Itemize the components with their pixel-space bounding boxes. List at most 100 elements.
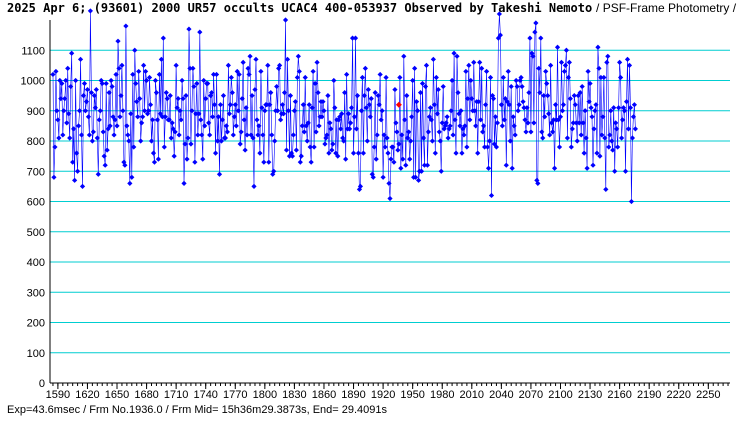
data-point xyxy=(307,144,313,150)
data-point xyxy=(622,168,629,174)
data-point xyxy=(319,114,325,120)
x-tick-label: 1830 xyxy=(282,389,306,400)
data-point xyxy=(180,96,186,102)
data-point xyxy=(206,120,212,126)
data-point xyxy=(570,120,576,126)
data-point xyxy=(344,71,350,78)
data-point xyxy=(402,117,408,123)
data-point xyxy=(387,195,393,202)
data-point xyxy=(405,135,411,141)
data-point xyxy=(149,117,156,123)
data-point xyxy=(424,162,431,168)
data-point xyxy=(228,74,234,81)
data-point xyxy=(95,171,101,177)
data-point xyxy=(51,174,57,180)
data-point xyxy=(479,65,485,71)
data-point xyxy=(555,117,562,123)
data-point xyxy=(399,132,405,138)
data-point xyxy=(274,83,280,90)
data-point xyxy=(179,77,185,84)
data-point xyxy=(595,44,601,50)
data-point xyxy=(624,56,631,62)
data-point xyxy=(605,53,611,59)
data-point xyxy=(547,132,553,138)
data-point xyxy=(266,159,272,165)
data-point xyxy=(506,102,512,108)
x-tick-label: 1950 xyxy=(400,389,424,400)
data-point xyxy=(498,102,504,108)
data-point xyxy=(347,120,354,126)
data-point xyxy=(367,114,373,120)
data-point xyxy=(586,99,592,105)
data-point xyxy=(57,77,63,84)
data-point xyxy=(142,108,148,114)
data-point xyxy=(83,99,90,105)
data-point xyxy=(370,174,376,180)
data-point xyxy=(543,68,549,75)
y-tick-label: 800 xyxy=(27,136,45,148)
data-point xyxy=(289,153,296,159)
data-point xyxy=(302,74,308,81)
data-point xyxy=(214,138,221,144)
data-point xyxy=(589,114,595,120)
data-point xyxy=(224,129,230,135)
x-tick-label: 2010 xyxy=(460,389,484,400)
data-point xyxy=(616,105,622,111)
data-point xyxy=(613,120,619,126)
data-point xyxy=(135,114,141,120)
data-point xyxy=(246,71,252,78)
data-point xyxy=(109,83,115,90)
data-point xyxy=(358,108,365,114)
data-point xyxy=(327,120,333,126)
data-point xyxy=(481,123,487,129)
data-point xyxy=(431,102,437,108)
data-point xyxy=(428,117,434,123)
data-point xyxy=(253,56,259,62)
data-point xyxy=(392,86,398,93)
data-point xyxy=(162,114,168,120)
data-point xyxy=(85,114,92,120)
x-tick-label: 1860 xyxy=(312,389,336,400)
data-point xyxy=(77,56,84,62)
data-point xyxy=(141,62,147,68)
data-point xyxy=(603,186,609,192)
data-point xyxy=(576,120,582,126)
data-point xyxy=(163,90,169,96)
data-point xyxy=(209,90,215,96)
data-point xyxy=(68,83,74,90)
data-point xyxy=(614,126,620,132)
data-point xyxy=(207,132,213,138)
data-point xyxy=(357,183,364,189)
data-point xyxy=(394,129,400,135)
data-point xyxy=(99,80,105,87)
data-point xyxy=(488,192,495,199)
data-point xyxy=(189,108,195,114)
data-point xyxy=(390,144,396,150)
data-point xyxy=(500,74,506,81)
data-point xyxy=(601,74,607,81)
data-point xyxy=(94,135,100,141)
data-point xyxy=(349,35,356,41)
data-point xyxy=(435,86,441,93)
data-point xyxy=(602,135,608,141)
data-point xyxy=(550,117,557,123)
data-point xyxy=(297,159,303,165)
data-point xyxy=(599,132,605,138)
data-point xyxy=(174,105,180,111)
data-point xyxy=(561,68,568,75)
data-point xyxy=(376,102,382,108)
data-point xyxy=(249,93,255,99)
data-point xyxy=(240,59,246,65)
data-point xyxy=(469,96,475,102)
data-point xyxy=(578,132,584,138)
data-point xyxy=(396,141,402,147)
data-point xyxy=(220,93,227,99)
data-point xyxy=(592,108,598,114)
data-point xyxy=(545,93,551,99)
data-point xyxy=(618,135,625,141)
data-point xyxy=(557,114,564,120)
data-point xyxy=(492,114,499,120)
data-point xyxy=(56,135,62,141)
data-point xyxy=(386,180,392,186)
data-point xyxy=(66,111,72,117)
